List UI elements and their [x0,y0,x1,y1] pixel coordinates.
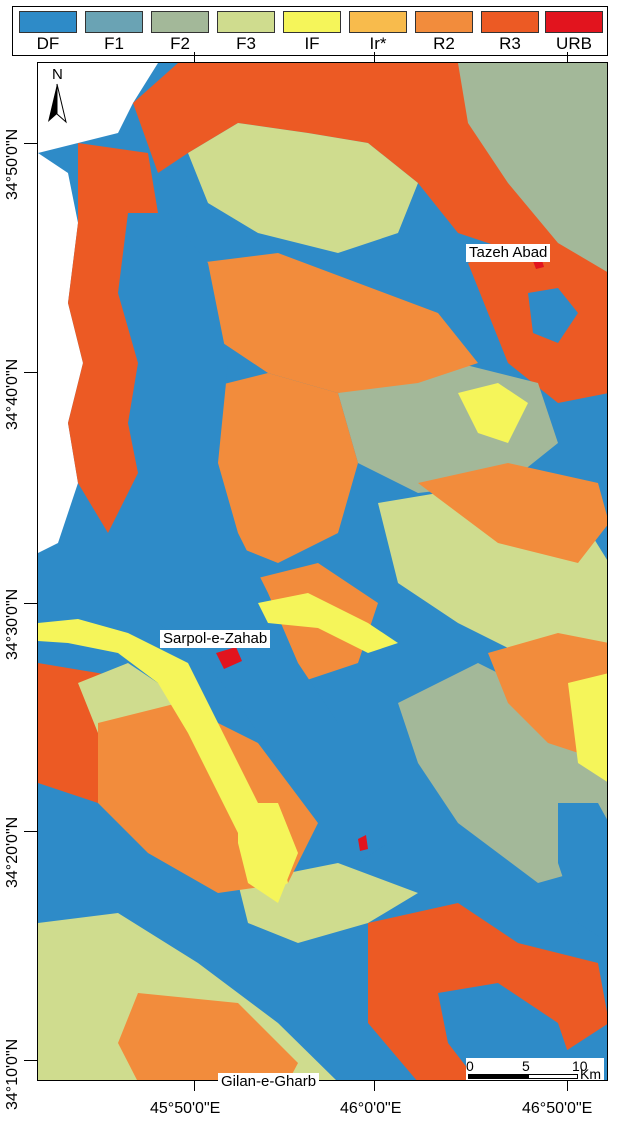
scale-unit: Km [580,1066,601,1082]
map-canvas [38,63,607,1080]
legend-swatch [217,11,275,33]
legend-item-f1: F1 [81,11,147,53]
legend-label: R2 [433,34,455,53]
legend-swatch [85,11,143,33]
legend-swatch [415,11,473,33]
if-region [568,673,607,782]
lon-tick [374,52,375,62]
place-label-sarpol-e-zahab: Sarpol-e-Zahab [160,630,271,648]
legend-item-if: IF [279,11,345,53]
legend-label: DF [36,34,60,53]
lat-label-34-30: 34°30'0"N [4,588,21,660]
lon-tick [567,52,568,62]
lat-tick [24,831,38,832]
legend-item-r3: R3 [477,11,543,53]
legend-item-urb: URB [541,11,607,53]
df-region [438,983,578,1080]
lat-tick [24,603,38,604]
df-region [558,803,607,942]
legend-label: F3 [236,34,256,53]
scale-label-5: 5 [522,1058,530,1074]
lat-tick [24,143,38,144]
legend-label: Ir* [369,34,387,53]
lon-tick [194,1081,195,1091]
lat-label-34-20: 34°20'0"N [4,816,21,888]
scale-label-0: 0 [466,1058,474,1074]
north-arrow-icon [48,83,67,124]
lon-label-46-0: 46°0'0"E [340,1100,402,1117]
if-region [458,383,528,443]
no-data-area [38,153,83,553]
lat-label-34-10: 34°10'0"N [4,1038,21,1110]
place-label-tazeh-abad: Tazeh Abad [466,244,551,262]
place-label-gilan-e-gharb: Gilan-e-Gharb [218,1073,320,1091]
north-arrow: N [44,66,70,128]
legend-label: IF [304,34,320,53]
scale-label-10: 10 [572,1058,588,1074]
lat-label-34-40: 34°40'0"N [4,358,21,430]
scale-bar: 0 5 10 Km [466,1058,604,1082]
lon-tick [374,1081,375,1091]
lon-label-45-50: 45°50'0"E [150,1100,221,1117]
r2-region [418,463,607,563]
legend-label: F2 [170,34,190,53]
lat-tick [24,1060,38,1061]
landuse-map[interactable] [37,62,608,1081]
lon-tick [194,52,195,62]
urb-region [216,647,242,669]
north-letter: N [52,66,63,83]
legend-swatch [19,11,77,33]
scale-segment [468,1074,528,1079]
legend-item-f2: F2 [147,11,213,53]
legend-swatch [349,11,407,33]
lat-tick [24,372,38,373]
map-legend: DF F1 F2 F3 IF Ir* R2 R3 URB [12,6,608,56]
f2-region [458,63,607,272]
df-region [528,288,578,343]
lon-tick [567,1081,568,1091]
legend-swatch [151,11,209,33]
legend-item-df: DF [15,11,81,53]
r2-region [198,253,478,393]
legend-swatch [283,11,341,33]
f3-region [188,123,418,253]
legend-label: R3 [499,34,521,53]
lat-label-34-50: 34°50'0"N [4,128,21,200]
urb-region [358,835,368,851]
if-region [258,593,398,653]
legend-item-f3: F3 [213,11,279,53]
legend-item-ir: Ir* [345,11,411,53]
legend-swatch [545,11,603,33]
legend-item-r2: R2 [411,11,477,53]
df-region [118,213,388,863]
legend-label: URB [556,34,592,53]
r2-region [118,993,298,1080]
no-data-area [38,63,158,153]
scale-segment [528,1074,578,1079]
legend-label: F1 [104,34,124,53]
lon-label-46-50: 46°50'0"E [522,1100,593,1117]
if-region [238,803,298,903]
legend-swatch [481,11,539,33]
